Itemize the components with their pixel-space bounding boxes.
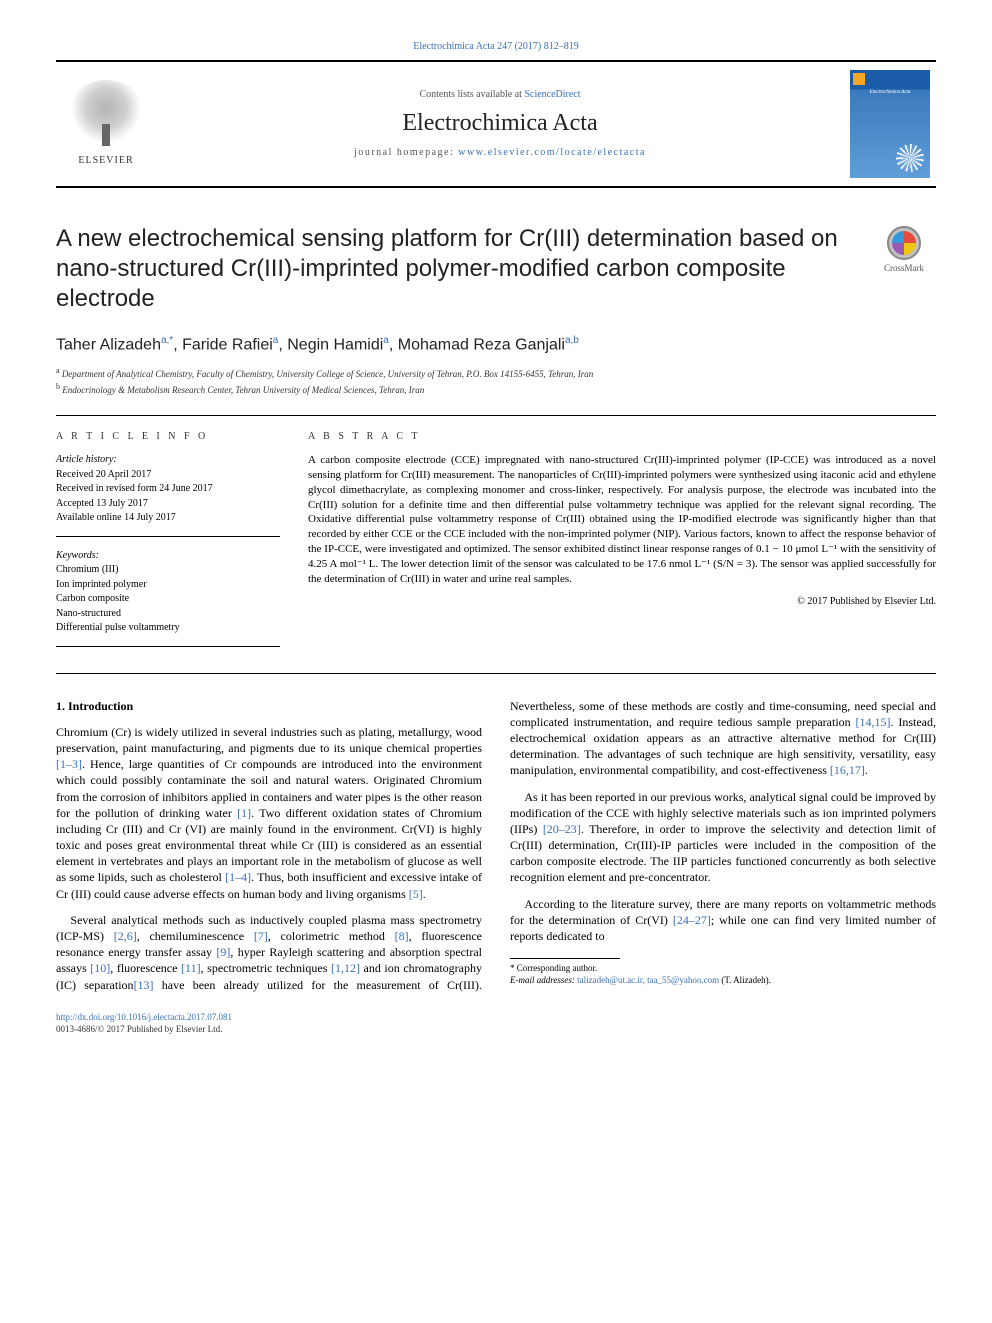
corresponding-author-footnote: * Corresponding author. E-mail addresses… [510,963,936,986]
affiliation-b: b Endocrinology & Metabolism Research Ce… [56,381,936,397]
keywords-label: Keywords: [56,549,280,564]
abstract-text: A carbon composite electrode (CCE) impre… [308,453,936,587]
cover-decoration-icon [896,144,924,172]
history-item: Accepted 13 July 2017 [56,497,280,512]
corr-author-emails: E-mail addresses: talizadeh@ut.ac.ir, ta… [510,975,936,987]
history-item: Available online 14 July 2017 [56,511,280,526]
history-item: Received in revised form 24 June 2017 [56,482,280,497]
elsevier-tree-icon [66,80,146,150]
history-item: Received 20 April 2017 [56,468,280,483]
keyword: Carbon composite [56,592,280,607]
sciencedirect-link[interactable]: ScienceDirect [524,89,580,100]
contents-prefix: Contents lists available at [419,89,524,100]
divider-top [56,415,936,416]
keyword: Nano-structured [56,607,280,622]
crossmark-label: CrossMark [872,262,936,274]
elsevier-logo: ELSEVIER [56,62,156,186]
authors-line: Taher Alizadeha,*, Faride Rafieia, Negin… [56,334,936,356]
keyword: Chromium (III) [56,563,280,578]
crossmark-icon [887,226,921,260]
article-title: A new electrochemical sensing platform f… [56,224,856,314]
doi-link[interactable]: http://dx.doi.org/10.1016/j.electacta.20… [56,1012,232,1022]
issn-copyright: 0013-4686/© 2017 Published by Elsevier L… [56,1023,936,1035]
body-columns: 1. Introduction Chromium (Cr) is widely … [56,698,936,993]
crossmark-badge[interactable]: CrossMark [872,226,936,274]
section-heading: 1. Introduction [56,698,482,714]
journal-homepage-link[interactable]: www.elsevier.com/locate/electacta [458,147,646,158]
email-link[interactable]: talizadeh@ut.ac.ir, taa_55@yahoo.com [577,975,719,985]
affiliations: a Department of Analytical Chemistry, Fa… [56,365,936,396]
journal-homepage-line: journal homepage: www.elsevier.com/locat… [156,146,844,160]
corr-author-label: * Corresponding author. [510,963,936,975]
journal-name: Electrochimica Acta [156,107,844,139]
abstract-copyright: © 2017 Published by Elsevier Ltd. [308,595,936,609]
journal-cover-thumb: Electrochimica Acta [844,62,936,186]
keyword: Differential pulse voltammetry [56,621,280,636]
contents-list-line: Contents lists available at ScienceDirec… [156,88,844,102]
keywords-block: Keywords: Chromium (III) Ion imprinted p… [56,549,280,647]
keyword: Ion imprinted polymer [56,578,280,593]
footnote-rule [510,958,620,959]
affiliation-a: a Department of Analytical Chemistry, Fa… [56,365,936,381]
article-info-label: A R T I C L E I N F O [56,430,280,444]
history-label: Article history: [56,453,280,468]
journal-header: ELSEVIER Contents lists available at Sci… [56,60,936,188]
abstract-label: A B S T R A C T [308,430,936,444]
paragraph: As it has been reported in our previous … [510,789,936,886]
paragraph: Chromium (Cr) is widely utilized in seve… [56,724,482,902]
elsevier-label: ELSEVIER [78,154,133,168]
divider-mid [56,673,936,674]
homepage-prefix: journal homepage: [354,147,458,158]
paragraph: According to the literature survey, ther… [510,896,936,945]
page-header-citation: Electrochimica Acta 247 (2017) 812–819 [56,40,936,54]
bottom-meta: http://dx.doi.org/10.1016/j.electacta.20… [56,1011,936,1035]
article-history-block: Article history: Received 20 April 2017 … [56,453,280,537]
cover-journal-title: Electrochimica Acta [854,90,926,97]
